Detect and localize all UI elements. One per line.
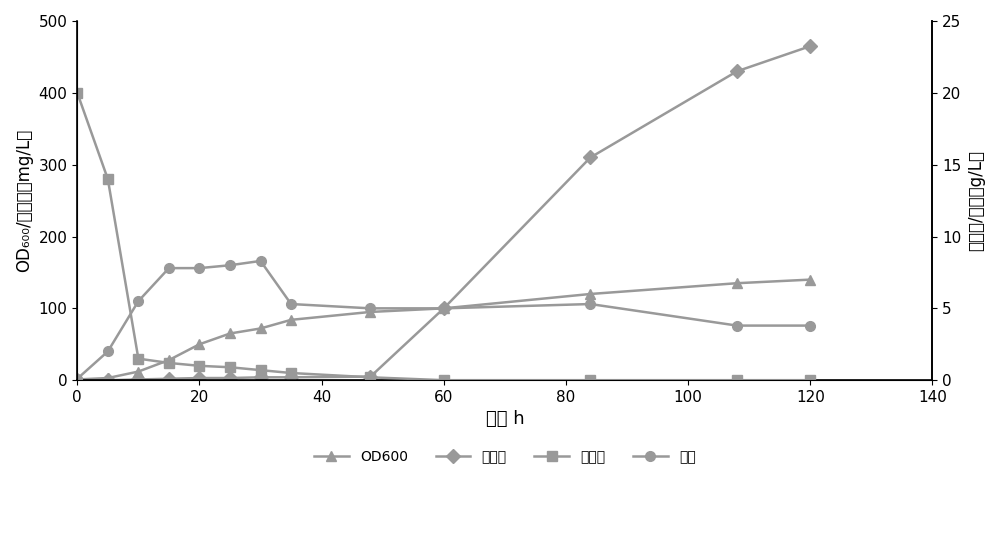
葡萄糖 [102,176,114,183]
乙醇 [731,322,743,329]
OD600 [102,375,114,381]
OD600 [132,368,144,375]
乙醇 [163,265,175,271]
OD600 [584,291,596,298]
Line: 虾青素: 虾青素 [72,41,815,385]
葡萄糖 [584,377,596,383]
X-axis label: 时间 h: 时间 h [486,410,524,428]
Line: 葡萄糖: 葡萄糖 [72,88,815,385]
Legend: OD600, 虾青素, 葡萄糖, 乙醇: OD600, 虾青素, 葡萄糖, 乙醇 [308,444,701,470]
虾青素 [804,43,816,50]
虾青素 [584,154,596,161]
乙醇 [224,262,236,268]
虾青素 [364,373,376,380]
OD600 [71,376,83,383]
虾青素 [731,68,743,75]
葡萄糖 [71,90,83,96]
OD600 [731,280,743,287]
葡萄糖 [255,367,267,373]
虾青素 [438,305,450,312]
葡萄糖 [224,364,236,371]
葡萄糖 [132,355,144,362]
OD600 [364,309,376,315]
葡萄糖 [285,370,297,376]
Y-axis label: OD₆₀₀/虾青素（mg/L）: OD₆₀₀/虾青素（mg/L） [15,129,33,272]
OD600 [438,305,450,312]
虾青素 [224,375,236,381]
葡萄糖 [438,377,450,383]
虾青素 [255,374,267,381]
虾青素 [285,374,297,381]
Line: OD600: OD600 [72,275,815,384]
葡萄糖 [804,377,816,383]
Y-axis label: 葡萄糖/乙醇（g/L）: 葡萄糖/乙醇（g/L） [967,150,985,251]
乙醇 [364,305,376,312]
虾青素 [102,377,114,383]
OD600 [193,341,205,348]
乙醇 [102,348,114,355]
虾青素 [132,376,144,383]
乙醇 [132,298,144,305]
葡萄糖 [163,360,175,366]
虾青素 [193,375,205,381]
Line: 乙醇: 乙醇 [72,256,815,383]
乙醇 [193,265,205,271]
虾青素 [163,376,175,382]
OD600 [255,325,267,332]
虾青素 [71,377,83,383]
乙醇 [804,322,816,329]
乙醇 [71,376,83,382]
葡萄糖 [731,377,743,383]
乙醇 [255,257,267,264]
乙醇 [584,301,596,307]
葡萄糖 [193,362,205,369]
OD600 [804,276,816,283]
乙醇 [438,305,450,312]
葡萄糖 [364,374,376,381]
OD600 [224,330,236,337]
OD600 [285,317,297,323]
乙醇 [285,301,297,307]
OD600 [163,357,175,364]
